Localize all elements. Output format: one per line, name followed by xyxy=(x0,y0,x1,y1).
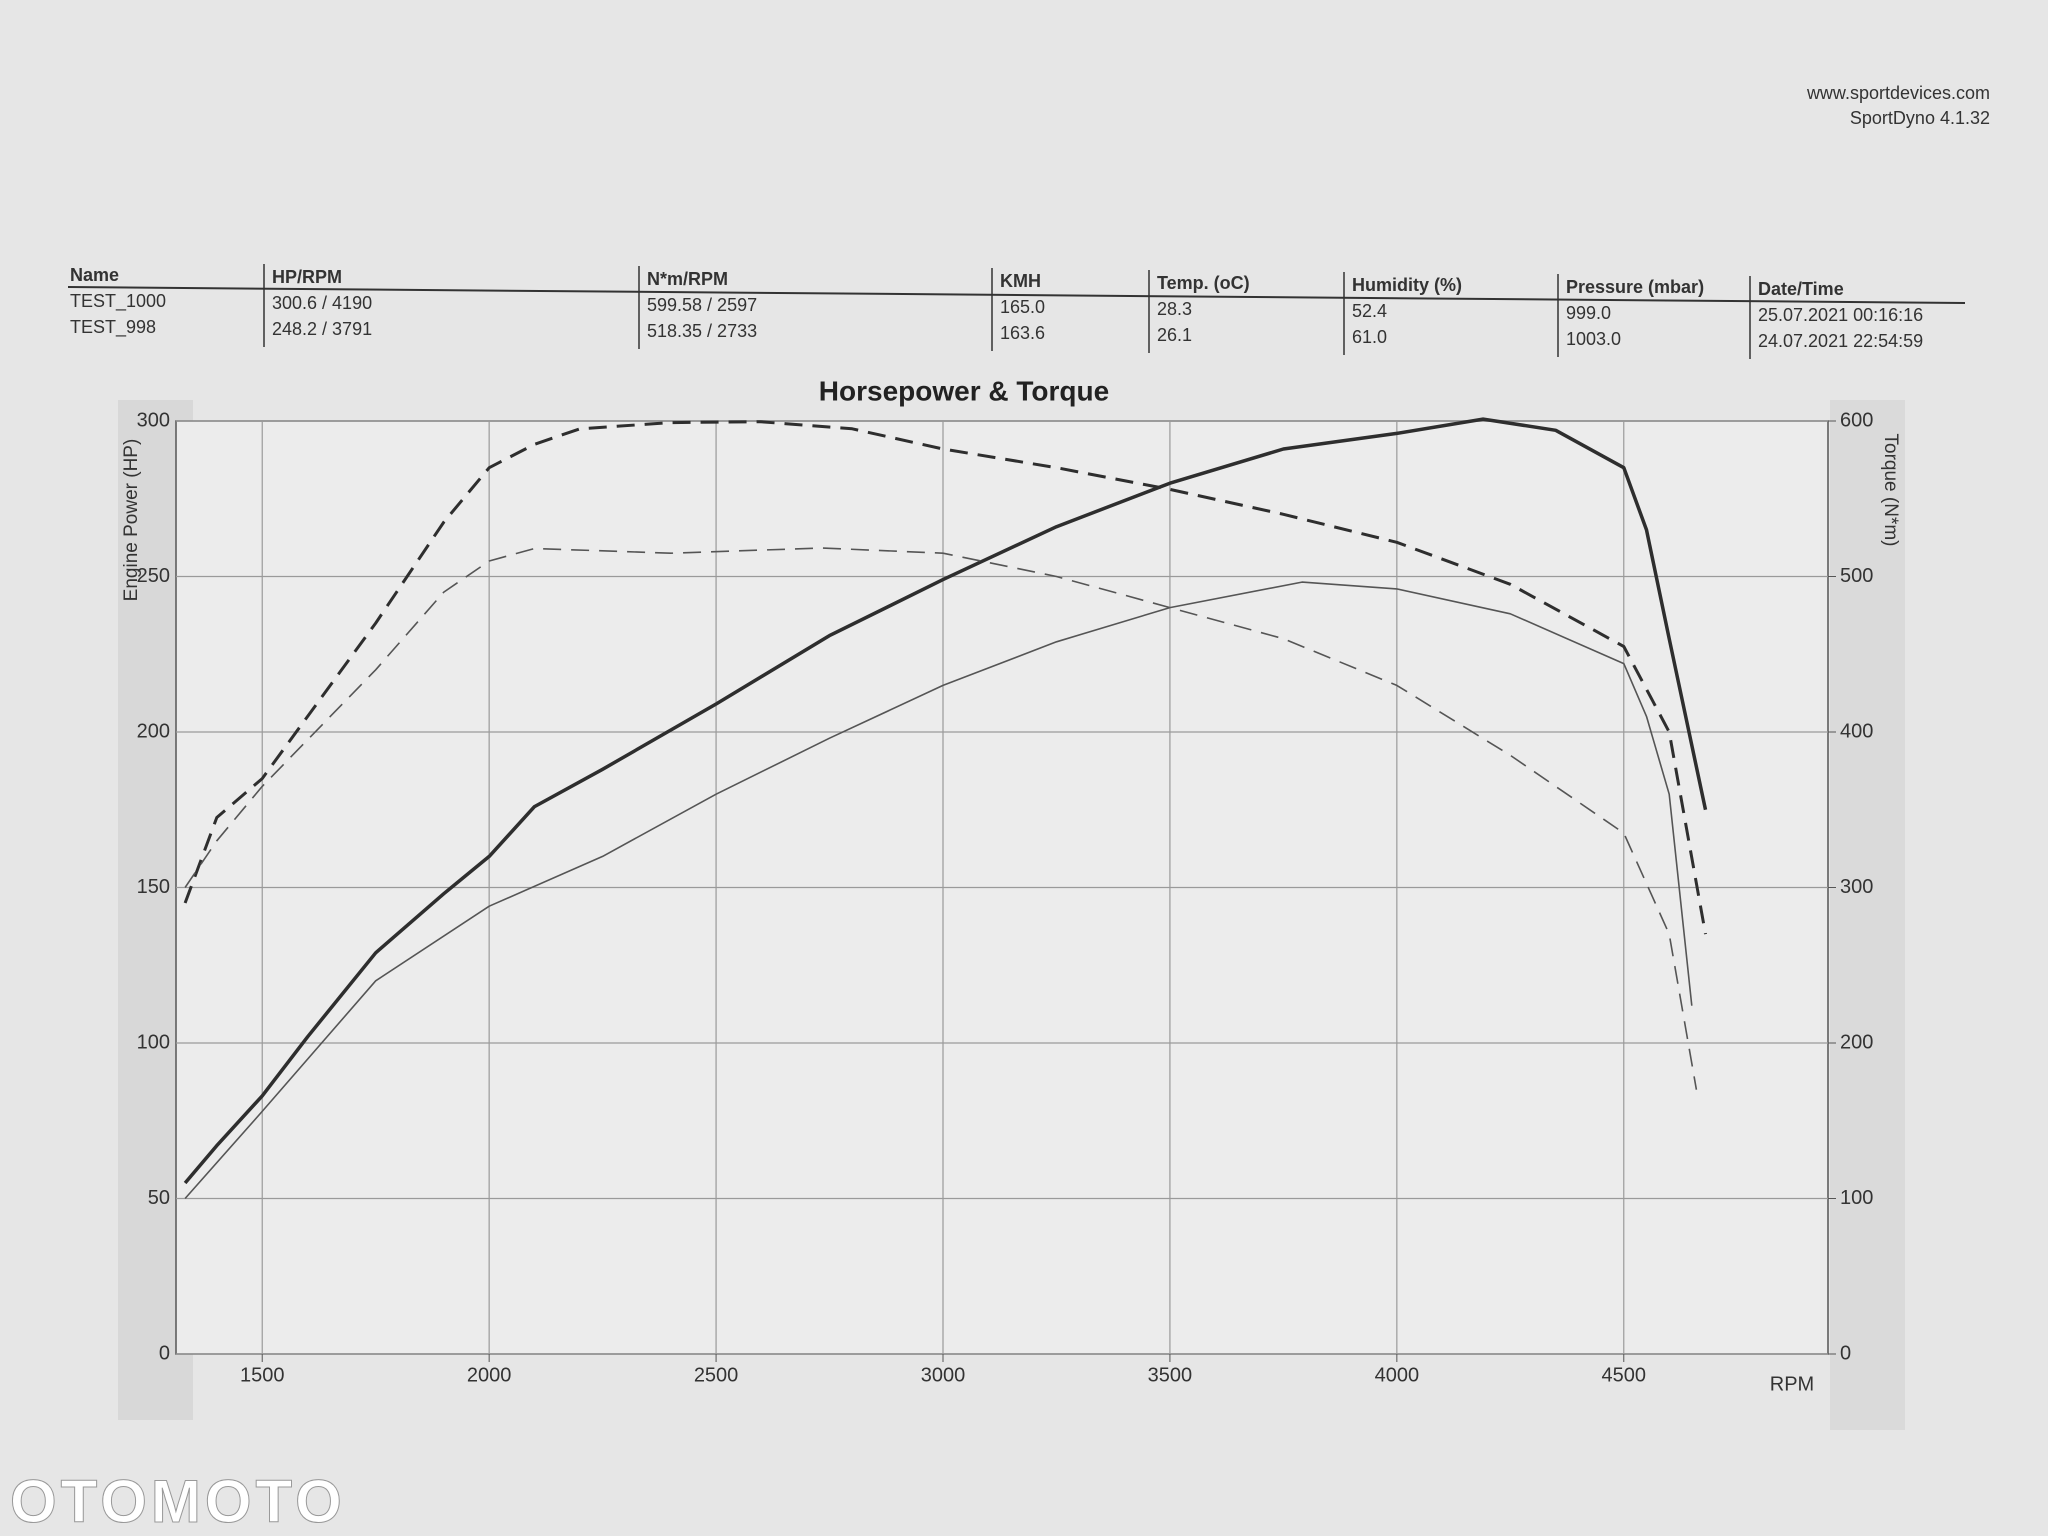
table-cell: TEST_998 xyxy=(70,317,156,338)
table-rule xyxy=(67,286,1966,304)
x-axis-label: RPM xyxy=(1770,1373,1814,1395)
y-axis-label: Engine Power (HP) xyxy=(121,439,142,602)
x-tick-label: 4000 xyxy=(1375,1364,1420,1386)
series-line xyxy=(184,581,1693,1200)
y-tick-label: 200 xyxy=(137,720,170,742)
table-header: Humidity (%) xyxy=(1352,275,1462,295)
y-tick-label: 150 xyxy=(137,876,170,898)
table-cell: 61.0 xyxy=(1352,327,1387,347)
table-cell: 163.6 xyxy=(1000,323,1045,343)
x-tick-label: 3000 xyxy=(921,1364,966,1386)
x-tick-label: 4500 xyxy=(1602,1364,1647,1386)
table-cell: 24.07.2021 22:54:59 xyxy=(1758,331,1923,351)
table-header: KMH xyxy=(1000,271,1041,291)
table-cell: 1003.0 xyxy=(1566,329,1621,349)
table-cell: 165.0 xyxy=(1000,297,1045,317)
table-cell: 248.2 / 3791 xyxy=(272,319,372,339)
table-header: Date/Time xyxy=(1758,279,1844,299)
table-cell: TEST_1000 xyxy=(70,291,166,312)
table-header: Name xyxy=(70,265,119,285)
table-cell: 25.07.2021 00:16:16 xyxy=(1758,305,1923,325)
series-line xyxy=(184,547,1698,1090)
x-tick-label: 1500 xyxy=(240,1364,285,1386)
y2-tick-label: 500 xyxy=(1840,565,1873,587)
chart-title: Horsepower & Torque xyxy=(819,375,1109,406)
y2-tick-label: 200 xyxy=(1840,1031,1873,1053)
y-tick-label: 50 xyxy=(148,1187,170,1209)
x-tick-label: 2000 xyxy=(467,1364,512,1386)
table-header: Pressure (mbar) xyxy=(1566,277,1704,297)
table-cell: 26.1 xyxy=(1157,325,1192,345)
y2-tick-label: 600 xyxy=(1840,409,1873,431)
x-tick-label: 3500 xyxy=(1148,1364,1193,1386)
y2-tick-label: 300 xyxy=(1840,876,1873,898)
y2-tick-label: 0 xyxy=(1840,1342,1851,1364)
table-cell: 999.0 xyxy=(1566,303,1611,323)
y2-tick-label: 400 xyxy=(1840,720,1873,742)
table-header: Temp. (oC) xyxy=(1157,273,1250,293)
y2-tick-label: 100 xyxy=(1840,1187,1873,1209)
table-cell: 28.3 xyxy=(1157,299,1192,319)
table-header: N*m/RPM xyxy=(647,269,728,289)
y-tick-label: 100 xyxy=(137,1031,170,1053)
table-cell: 599.58 / 2597 xyxy=(647,295,757,315)
table-header: HP/RPM xyxy=(272,267,342,287)
right-strip xyxy=(1830,400,1905,1430)
website: www.sportdevices.com xyxy=(1806,83,1990,103)
series-line xyxy=(183,417,1708,1185)
table-cell: 518.35 / 2733 xyxy=(647,321,757,341)
software: SportDyno 4.1.32 xyxy=(1850,108,1990,128)
y2-axis-label: Torque (N*m) xyxy=(1880,434,1901,547)
y-tick-label: 300 xyxy=(137,409,170,431)
watermark: OTOMOTO xyxy=(10,1468,346,1535)
table-cell: 52.4 xyxy=(1352,301,1387,321)
y-tick-label: 250 xyxy=(137,565,170,587)
x-tick-label: 2500 xyxy=(694,1364,739,1386)
y-tick-label: 0 xyxy=(159,1342,170,1364)
table-cell: 300.6 / 4190 xyxy=(272,293,372,313)
